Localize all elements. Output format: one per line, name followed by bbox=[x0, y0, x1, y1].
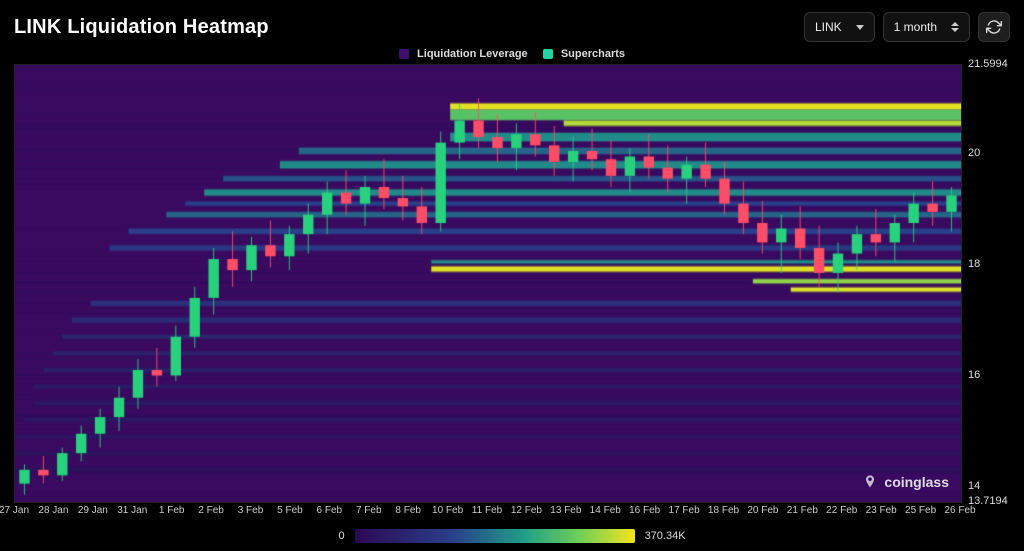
y-tick: 16 bbox=[968, 369, 980, 381]
colorbar-min-label: 0 bbox=[338, 530, 344, 542]
x-axis: 27 Jan28 Jan29 Jan31 Jan1 Feb2 Feb3 Feb5… bbox=[14, 505, 960, 523]
x-tick: 11 Feb bbox=[472, 505, 502, 516]
symbol-selector-value: LINK bbox=[815, 20, 842, 34]
x-tick: 28 Jan bbox=[38, 505, 68, 516]
page-title: LINK Liquidation Heatmap bbox=[14, 16, 269, 39]
legend-label-1: Supercharts bbox=[561, 48, 625, 60]
y-tick: 20 bbox=[968, 147, 980, 159]
x-tick: 1 Feb bbox=[159, 505, 185, 516]
range-selector[interactable]: 1 month bbox=[883, 12, 970, 42]
chart-area: coinglass 21.59942018161413.7194 27 Jan2… bbox=[14, 64, 1010, 523]
x-tick: 20 Feb bbox=[747, 505, 778, 516]
x-tick: 17 Feb bbox=[669, 505, 700, 516]
x-tick: 5 Feb bbox=[277, 505, 303, 516]
legend-swatch-1 bbox=[543, 49, 553, 59]
y-axis: 21.59942018161413.7194 bbox=[962, 64, 1010, 503]
x-tick: 7 Feb bbox=[356, 505, 382, 516]
x-tick: 29 Jan bbox=[78, 505, 108, 516]
y-tick: 21.5994 bbox=[968, 58, 1008, 70]
header-controls: LINK 1 month bbox=[804, 12, 1010, 42]
x-tick: 10 Feb bbox=[432, 505, 463, 516]
x-tick: 14 Feb bbox=[590, 505, 621, 516]
x-tick: 26 Feb bbox=[944, 505, 975, 516]
y-tick: 18 bbox=[968, 258, 980, 270]
symbol-selector[interactable]: LINK bbox=[804, 12, 875, 42]
x-tick: 18 Feb bbox=[708, 505, 739, 516]
legend-swatch-0 bbox=[399, 49, 409, 59]
refresh-icon bbox=[986, 19, 1002, 35]
x-tick: 23 Feb bbox=[866, 505, 897, 516]
colorbar-max-label: 370.34K bbox=[645, 530, 686, 542]
chart-plot[interactable]: coinglass bbox=[14, 64, 962, 503]
x-tick: 2 Feb bbox=[198, 505, 224, 516]
y-tick: 14 bbox=[968, 480, 980, 492]
x-tick: 25 Feb bbox=[905, 505, 936, 516]
colorbar-gradient bbox=[355, 529, 635, 543]
chevron-down-icon bbox=[856, 25, 864, 30]
app-root: LINK Liquidation Heatmap LINK 1 month Li… bbox=[0, 0, 1024, 551]
x-tick: 12 Feb bbox=[511, 505, 542, 516]
range-selector-value: 1 month bbox=[894, 20, 937, 34]
refresh-button[interactable] bbox=[978, 12, 1010, 42]
legend-label-0: Liquidation Leverage bbox=[417, 48, 528, 60]
stepper-icon bbox=[951, 22, 959, 32]
x-tick: 8 Feb bbox=[395, 505, 421, 516]
x-tick: 3 Feb bbox=[238, 505, 264, 516]
x-tick: 22 Feb bbox=[826, 505, 857, 516]
legend: Liquidation Leverage Supercharts bbox=[14, 48, 1010, 60]
candlestick-layer bbox=[15, 65, 961, 502]
x-tick: 16 Feb bbox=[629, 505, 660, 516]
x-tick: 31 Jan bbox=[117, 505, 147, 516]
x-tick: 13 Feb bbox=[550, 505, 581, 516]
x-tick: 21 Feb bbox=[787, 505, 818, 516]
x-tick: 27 Jan bbox=[0, 505, 29, 516]
header: LINK Liquidation Heatmap LINK 1 month bbox=[14, 12, 1010, 42]
colorbar: 0 370.34K bbox=[14, 529, 1010, 543]
x-tick: 6 Feb bbox=[317, 505, 343, 516]
